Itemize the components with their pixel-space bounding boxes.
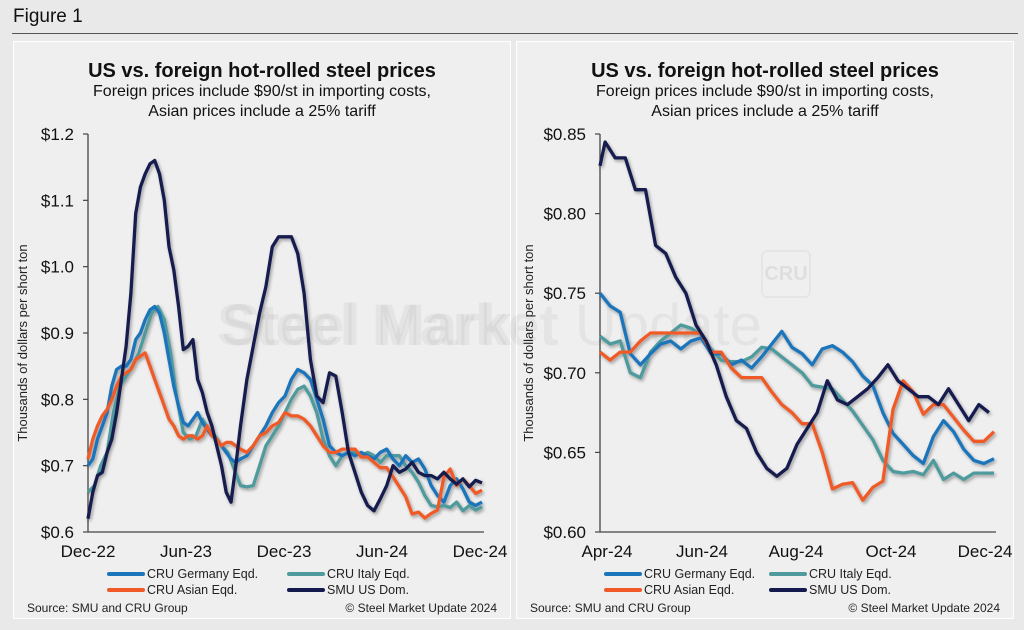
legend-swatch xyxy=(107,588,145,592)
y-tick-label: $0.85 xyxy=(543,125,586,144)
legend-swatch xyxy=(604,588,642,592)
copyright-note: © Steel Market Update 2024 xyxy=(345,601,497,615)
copyright-note: © Steel Market Update 2024 xyxy=(848,601,1000,615)
x-tick-label: Dec-24 xyxy=(453,542,508,561)
y-tick-label: $0.65 xyxy=(543,443,586,462)
legend-swatch xyxy=(287,572,325,576)
y-tick-label: $0.8 xyxy=(41,390,74,409)
y-tick-label: $1.0 xyxy=(41,258,74,277)
source-note: Source: SMU and CRU Group xyxy=(530,601,691,615)
legend-item-asian: CRU Asian Eqd. xyxy=(107,583,237,597)
figure-title: Figure 1 xyxy=(13,6,83,27)
legend-item-us: SMU US Dom. xyxy=(287,583,409,597)
x-tick-label: Jun-24 xyxy=(356,542,408,561)
y-tick-label: $0.6 xyxy=(41,523,74,542)
x-tick-label: Oct-24 xyxy=(865,542,916,561)
y-tick-label: $1.1 xyxy=(41,191,74,210)
x-tick-label: Dec-24 xyxy=(958,542,1013,561)
chart-title: US vs. foreign hot-rolled steel prices xyxy=(88,60,436,82)
legend-item-asian: CRU Asian Eqd. xyxy=(604,583,734,597)
legend-label: CRU Italy Eqd. xyxy=(809,567,892,581)
chart-panel-right: Steel Market Update CRU US vs. foreign h… xyxy=(217,41,1014,619)
source-note: Source: SMU and CRU Group xyxy=(27,601,188,615)
y-tick-label: $0.60 xyxy=(543,523,586,542)
legend-item-germany: CRU Germany Eqd. xyxy=(604,567,755,581)
legend-label: SMU US Dom. xyxy=(327,583,409,597)
legend-item-germany: CRU Germany Eqd. xyxy=(107,567,258,581)
chart-subtitle: Foreign prices include $90/st in importi… xyxy=(14,82,510,122)
title-divider xyxy=(12,33,1018,34)
legend-item-italy: CRU Italy Eqd. xyxy=(769,567,892,581)
legend-item-italy: CRU Italy Eqd. xyxy=(287,567,410,581)
series-line-cru-asian-eqd xyxy=(86,351,483,520)
y-tick-label: $1.2 xyxy=(41,125,74,144)
x-tick-label: Dec-23 xyxy=(257,542,312,561)
legend-swatch xyxy=(769,572,807,576)
x-tick-label: Apr-24 xyxy=(581,542,632,561)
chart-subtitle-line-2: Asian prices include a 25% tariff xyxy=(651,103,879,120)
line-chart-right: $0.60 $0.65 $0.70 $0.75 $0.80 $0.85 Apr-24 Jun-… xyxy=(521,125,1013,561)
legend-swatch xyxy=(604,572,642,576)
x-tick-label: Jun-23 xyxy=(160,542,212,561)
chart-subtitle-line-1: Foreign prices include $90/st in importi… xyxy=(596,83,934,100)
chart-subtitle-line-1: Foreign prices include $90/st in importi… xyxy=(93,83,431,100)
legend-swatch xyxy=(107,572,145,576)
series-line-cru-italy-eqd xyxy=(86,304,483,513)
series-line-cru-germany-eqd xyxy=(598,292,995,466)
legend-swatch xyxy=(287,588,325,592)
chart-title: US vs. foreign hot-rolled steel prices xyxy=(591,60,939,82)
x-tick-label: Jun-24 xyxy=(676,542,728,561)
series-line-cru-asian-eqd xyxy=(598,331,996,502)
chart-panel-left: Steel Market Update US vs. foreign hot-r… xyxy=(13,41,767,619)
chart-subtitle: Foreign prices include $90/st in importi… xyxy=(517,82,1013,122)
series-group xyxy=(598,140,996,502)
y-axis-label: Thousands of dollars per short ton xyxy=(521,244,536,441)
y-tick-label: $0.80 xyxy=(543,205,586,224)
y-tick-label: $0.70 xyxy=(543,364,586,383)
x-tick-label: Dec-22 xyxy=(61,542,116,561)
y-tick-label: $0.75 xyxy=(543,284,586,303)
legend-label: SMU US Dom. xyxy=(809,583,891,597)
legend-label: CRU Italy Eqd. xyxy=(327,567,410,581)
legend-label: CRU Asian Eqd. xyxy=(147,583,238,597)
y-axis-label: Thousands of dollars per short ton xyxy=(15,244,30,441)
legend-label: CRU Germany Eqd. xyxy=(644,567,756,581)
chart-subtitle-line-2: Asian prices include a 25% tariff xyxy=(148,103,376,120)
legend-label: CRU Asian Eqd. xyxy=(644,583,735,597)
cru-logo-watermark: CRU xyxy=(761,250,811,298)
series-line-smu-us-dom xyxy=(86,158,483,519)
legend-label: CRU Germany Eqd. xyxy=(147,567,259,581)
line-chart-left: $0.6 $0.7 $0.8 $0.9 $1.0 $1.1 $1.2 Dec-22 Jun-23… xyxy=(15,125,508,561)
series-group xyxy=(86,158,483,520)
y-tick-label: $0.9 xyxy=(41,324,74,343)
series-line-smu-us-dom xyxy=(598,140,990,478)
series-line-cru-italy-eqd xyxy=(598,323,994,482)
y-tick-label: $0.7 xyxy=(41,457,74,476)
legend-item-us: SMU US Dom. xyxy=(769,583,891,597)
legend-swatch xyxy=(769,588,807,592)
x-tick-label: Aug-24 xyxy=(769,542,824,561)
